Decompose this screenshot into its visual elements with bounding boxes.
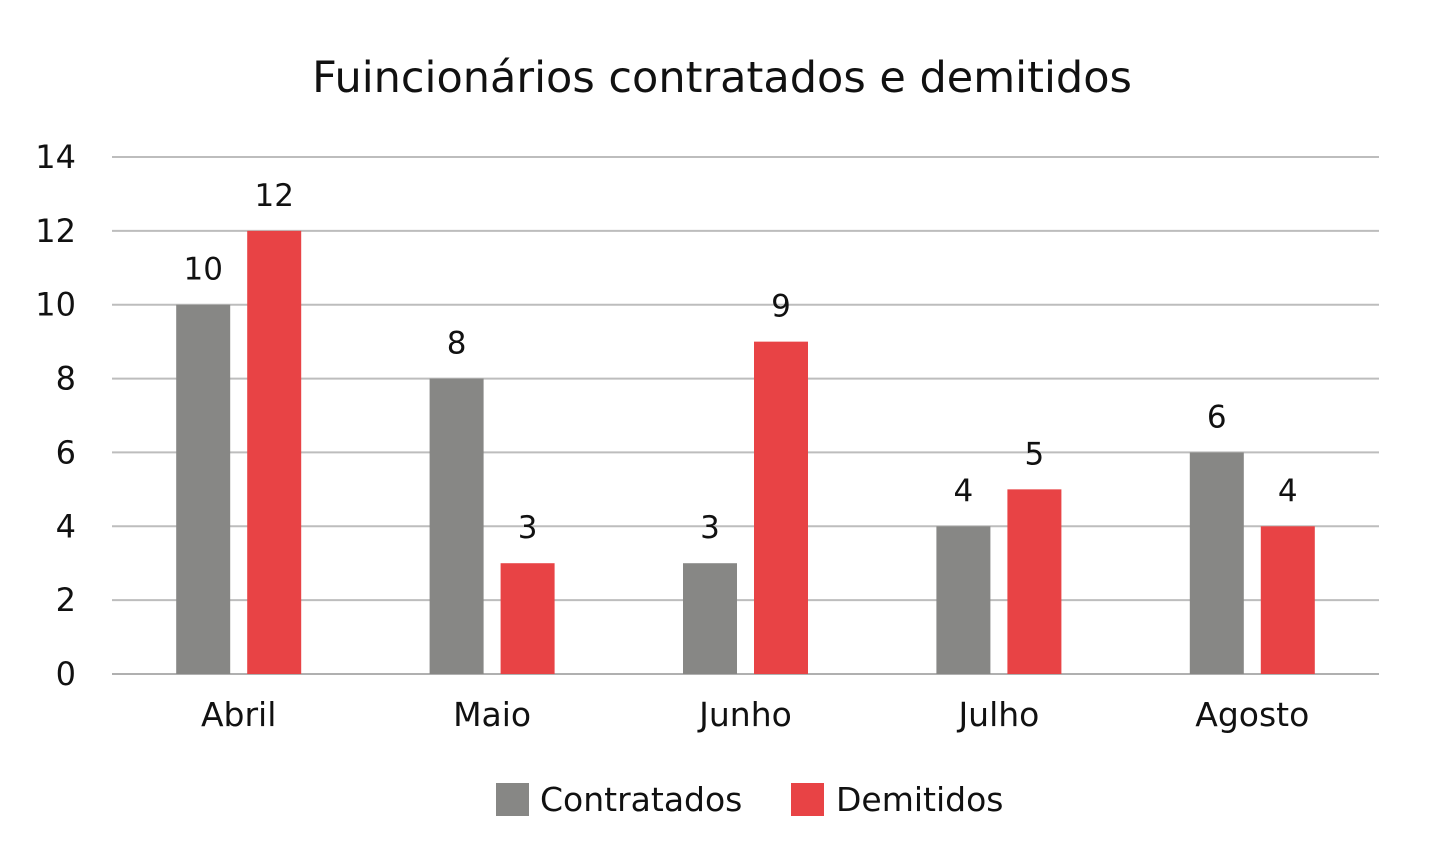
x-axis-category-label: Maio <box>453 695 531 734</box>
data-labels: 10 12 8 3 3 9 4 5 6 4 <box>183 178 1297 546</box>
chart-title: Fuincionários contratados e demitidos <box>312 53 1132 103</box>
data-label-contratados-junho: 3 <box>700 510 720 546</box>
y-axis-tick-label: 14 <box>35 138 76 176</box>
bar-contratados-abril <box>176 304 231 674</box>
gridlines <box>112 156 1379 675</box>
y-axis-tick-label: 10 <box>35 286 76 324</box>
bar-contratados-agosto <box>1189 452 1244 674</box>
bar-demitidos-julho <box>1007 489 1062 674</box>
bar-demitidos-maio <box>500 563 555 674</box>
data-label-demitidos-julho: 5 <box>1025 436 1045 472</box>
x-axis-category-label: Abril <box>201 695 276 734</box>
x-axis-category-label: Junho <box>697 695 792 734</box>
data-label-demitidos-abril: 12 <box>254 178 293 214</box>
data-label-contratados-abril: 10 <box>183 252 222 288</box>
data-label-demitidos-maio: 3 <box>518 510 538 546</box>
bar-demitidos-abril <box>247 230 302 674</box>
x-axis-categories: Abril Maio Junho Julho Agosto <box>201 695 1309 734</box>
bar-demitidos-junho <box>754 341 808 674</box>
legend-label-contratados: Contratados <box>540 780 742 819</box>
bar-contratados-julho <box>936 526 991 674</box>
data-label-demitidos-agosto: 4 <box>1278 473 1298 509</box>
y-axis-tick-label: 2 <box>56 581 76 619</box>
data-label-contratados-maio: 8 <box>447 326 467 362</box>
y-axis-tick-label: 4 <box>56 507 76 545</box>
y-axis-tick-label: 0 <box>56 655 76 693</box>
data-label-demitidos-junho: 9 <box>771 289 791 325</box>
bar-contratados-maio <box>429 378 484 674</box>
bar-contratados-junho <box>683 563 737 674</box>
x-axis-category-label: Julho <box>956 695 1039 734</box>
legend-swatch-demitidos <box>791 783 824 816</box>
legend-swatch-contratados <box>496 783 529 816</box>
bar-demitidos-agosto <box>1260 526 1315 674</box>
x-axis-category-label: Agosto <box>1195 695 1309 734</box>
y-axis-tick-label: 12 <box>35 212 76 250</box>
legend-label-demitidos: Demitidos <box>836 780 1003 819</box>
y-axis-tick-label: 8 <box>56 360 76 398</box>
legend: Contratados Demitidos <box>496 780 1003 819</box>
bar-series <box>176 230 1315 674</box>
y-axis-ticks: 0 2 4 6 8 10 12 14 <box>35 138 76 693</box>
y-axis-tick-label: 6 <box>56 433 76 471</box>
data-label-contratados-agosto: 6 <box>1207 399 1227 435</box>
data-label-contratados-julho: 4 <box>954 473 974 509</box>
